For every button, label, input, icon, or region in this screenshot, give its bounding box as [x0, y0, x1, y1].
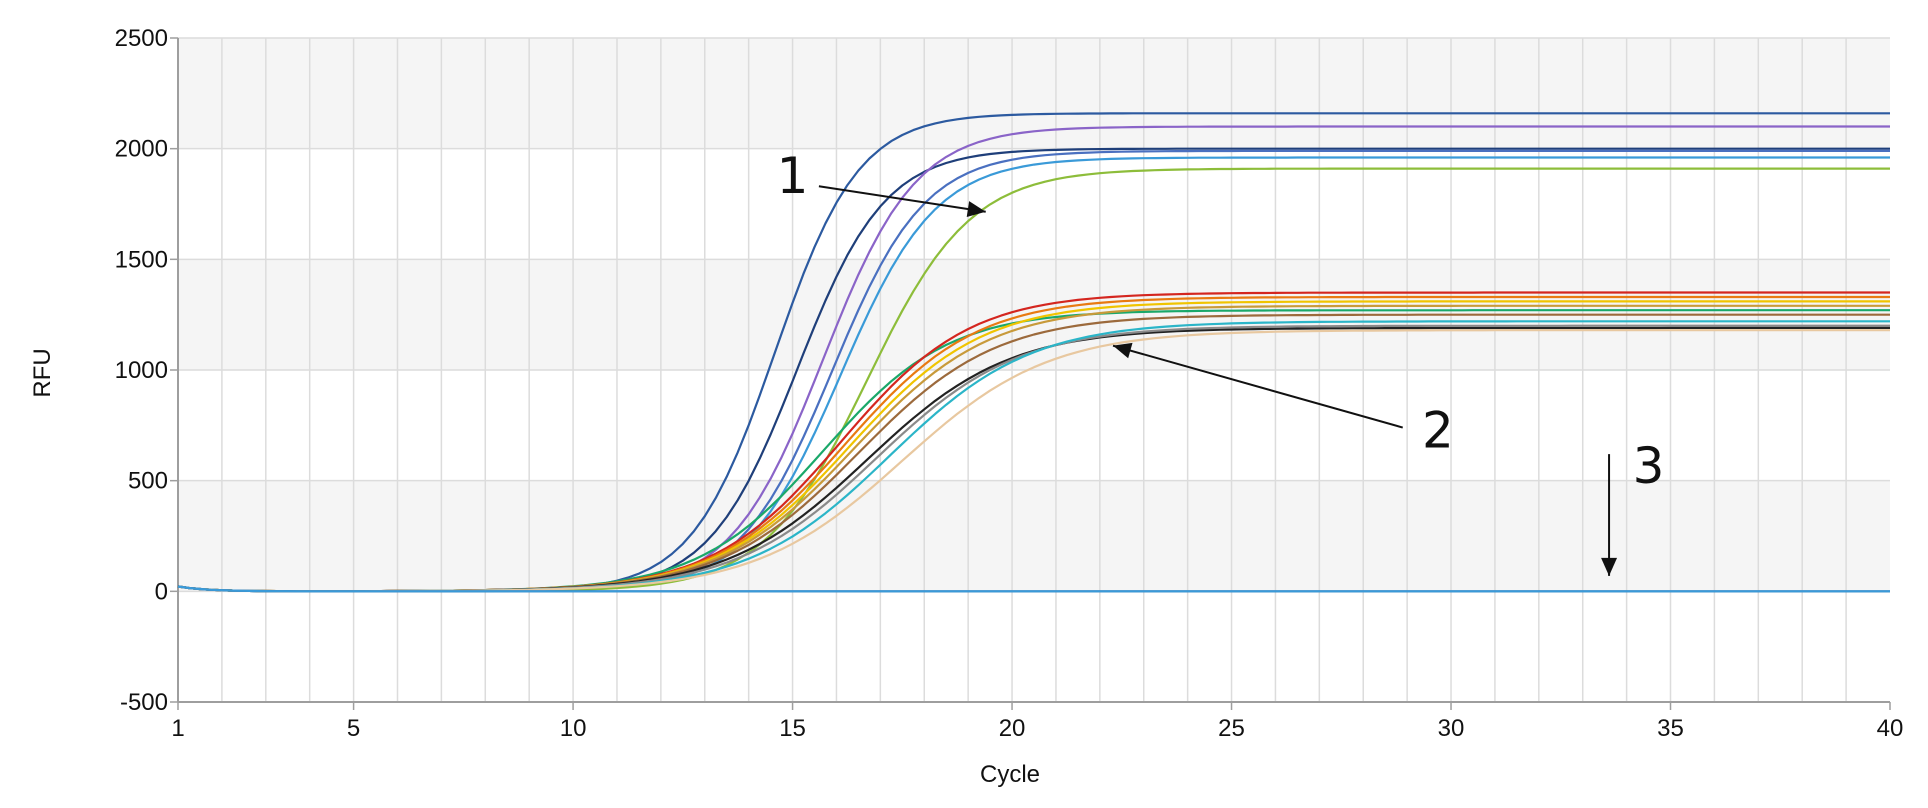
y-tick-label: 2500 [115, 25, 168, 52]
x-tick-label: 25 [1218, 715, 1245, 742]
annotation-arrow-2 [1112, 344, 1404, 429]
group-3-curve [177, 585, 1890, 593]
annotation-arrowhead-2 [1113, 342, 1133, 359]
x-tick-label: 15 [779, 715, 806, 742]
x-tick-label: 1 [171, 715, 184, 742]
y-axis-ticks: -500 0 500 1000 1500 2000 2500 [115, 25, 178, 716]
y-tick-label: 1000 [115, 357, 168, 384]
x-tick-label: 5 [347, 715, 360, 742]
y-tick-label: 500 [128, 468, 168, 495]
annotation-arrowhead-1 [966, 201, 986, 217]
amplification-curves [177, 112, 1890, 593]
x-axis-ticks: 1 5 10 15 20 25 30 35 40 [171, 702, 1903, 742]
annotation-label-1: 1 [777, 147, 809, 205]
x-tick-label: 35 [1657, 715, 1684, 742]
annotations: 1 2 3 [777, 147, 1665, 576]
x-tick-label: 30 [1438, 715, 1465, 742]
y-tick-label: 2000 [115, 136, 168, 163]
x-tick-label: 40 [1877, 715, 1904, 742]
annotation-arrowhead-3 [1601, 557, 1618, 576]
annotation-label-3: 3 [1633, 437, 1665, 495]
band-shade [178, 480, 1890, 592]
x-tick-label: 20 [999, 715, 1026, 742]
x-axis-title: Cycle [980, 761, 1040, 788]
y-tick-label: 1500 [115, 246, 168, 273]
annotation-label-2: 2 [1422, 401, 1454, 459]
y-axis-title: RFU [29, 348, 56, 397]
y-tick-label: 0 [155, 578, 168, 605]
x-tick-label: 10 [560, 715, 587, 742]
annotation-arrow-1 [818, 185, 986, 213]
y-tick-label: -500 [120, 689, 168, 716]
